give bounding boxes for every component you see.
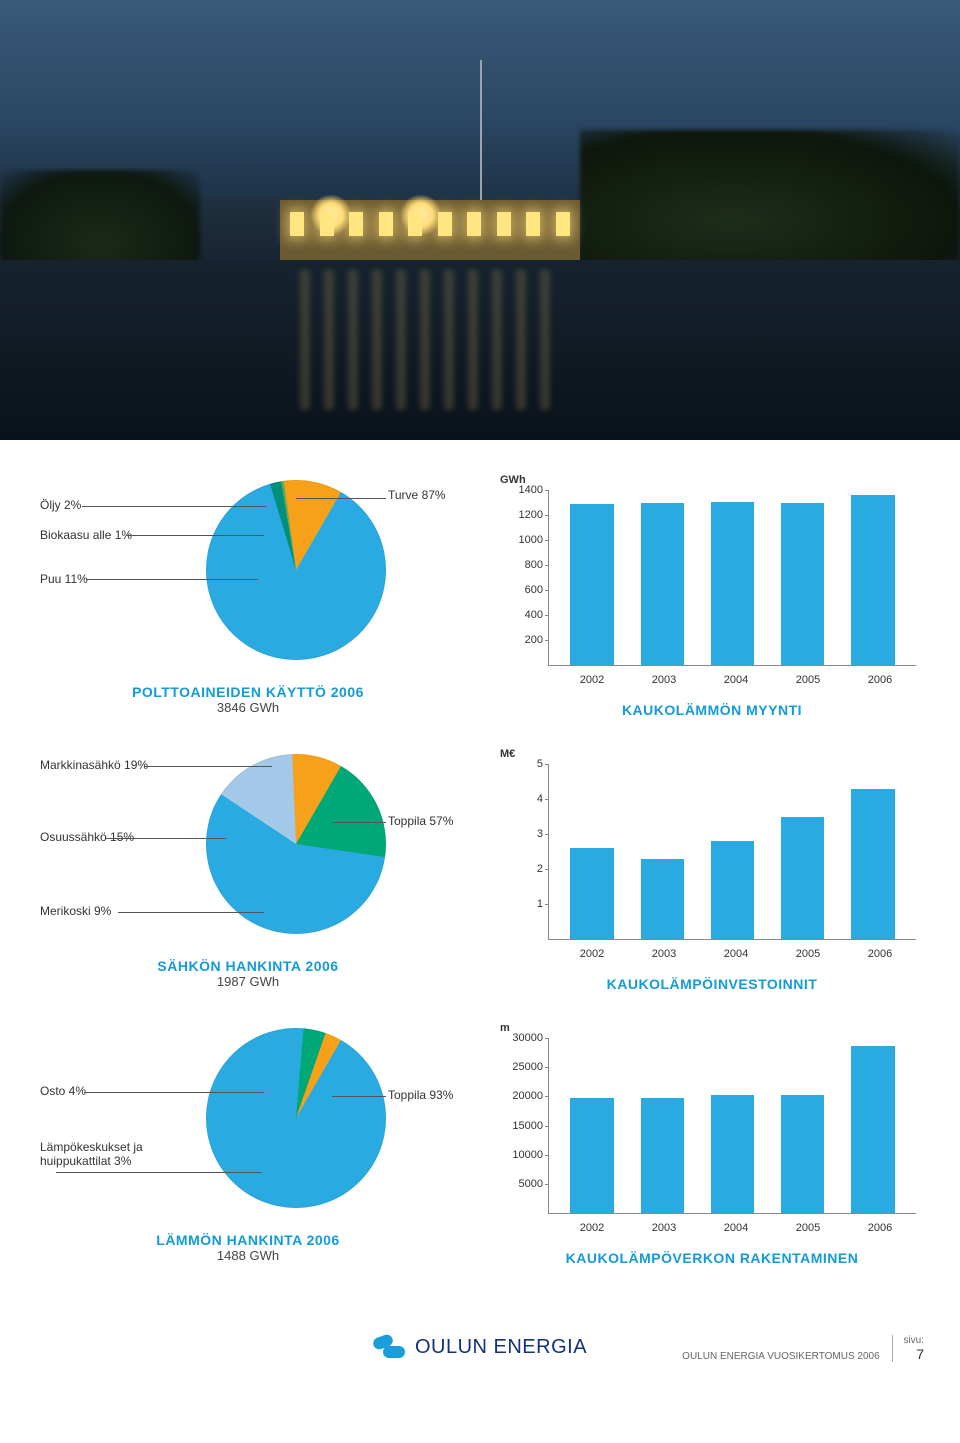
bar-xlabel: 2002 [556,1222,628,1234]
bar-xlabel: 2004 [700,1222,772,1234]
pie-slice-label: Markkinasähkö 19% [40,758,148,772]
bar [781,1095,825,1213]
pie-fuel-title: POLTTOAINEIDEN KÄYTTÖ 2006 [132,684,364,700]
bar-xlabel: 2003 [628,948,700,960]
brand-logo: OULUN ENERGIA [373,1332,587,1362]
bar-ytick: 5 [509,758,543,770]
bar-network-title: KAUKOLÄMPÖVERKON RAKENTAMINEN [500,1250,924,1266]
pie-slice-label: Osuussähkö 15% [40,830,134,844]
bar-invest: M€1234520022003200420052006 [500,754,924,974]
bar-ytick: 200 [509,634,543,646]
bar [570,1098,614,1214]
pie-fuel-sub: 3846 GWh [36,700,460,715]
brand-logo-icon [373,1332,407,1362]
bar-ytick: 10000 [509,1149,543,1161]
bar [711,1095,755,1213]
bar-xlabel: 2005 [772,948,844,960]
bar-ytick: 20000 [509,1090,543,1102]
bar-xlabel: 2004 [700,948,772,960]
bar-ytick: 3 [509,828,543,840]
bar-ytick: 800 [509,559,543,571]
pie-elec-title: SÄHKÖN HANKINTA 2006 [157,958,338,974]
bar-ytick: 30000 [509,1032,543,1044]
bar-invest-title: KAUKOLÄMPÖINVESTOINNIT [500,976,924,992]
pie-slice-label: Öljy 2% [40,498,81,512]
bar [851,495,895,665]
bar-xlabel: 2002 [556,674,628,686]
pie-slice-label: Toppila 93% [388,1088,453,1102]
pie-slice-label: Toppila 57% [388,814,453,828]
pie-fuel: Turve 87% Öljy 2% Biokaasu alle 1% Puu 11% [36,480,460,680]
bar [781,503,825,665]
pie-slice-label: Turve 87% [388,488,446,502]
hero-photo [0,0,960,440]
bar-ytick: 2 [509,863,543,875]
bar [851,789,895,940]
pie-heat-title: LÄMMÖN HANKINTA 2006 [156,1232,339,1248]
bar-ytick: 1000 [509,534,543,546]
bar [641,1098,685,1213]
bar-ytick: 600 [509,584,543,596]
bar-xlabel: 2004 [700,674,772,686]
footer-doc: OULUN ENERGIA VUOSIKERTOMUS 2006 [682,1351,879,1362]
pie-slice-label: Merikoski 9% [40,904,111,918]
bar [570,504,614,665]
pie-slice-label: Puu 11% [40,572,88,586]
bar-ytick: 400 [509,609,543,621]
footer-page-num: 7 [903,1346,924,1362]
bar [641,859,685,940]
pie-slice-label: Lämpökeskukset ja huippukattilat 3% [40,1140,190,1168]
footer: OULUN ENERGIA OULUN ENERGIA VUOSIKERTOMU… [0,1322,960,1380]
bar-sales-title: KAUKOLÄMMÖN MYYNTI [500,702,924,718]
bar-xlabel: 2005 [772,1222,844,1234]
bar-xlabel: 2003 [628,1222,700,1234]
pie-elec-sub: 1987 GWh [36,974,460,989]
bar-ytick: 5000 [509,1178,543,1190]
bar-xlabel: 2006 [844,674,916,686]
bar-ytick: 25000 [509,1061,543,1073]
bar-xlabel: 2006 [844,1222,916,1234]
bar-sales: GWh2004006008001000120014002002200320042… [500,480,924,700]
bar-ytick: 1 [509,898,543,910]
bar-network: m500010000150002000025000300002002200320… [500,1028,924,1248]
pie-heat: Toppila 93% Osto 4% Lämpökeskukset ja huip… [36,1028,460,1228]
brand-logo-text: OULUN ENERGIA [415,1336,587,1359]
bar-ytick: 15000 [509,1120,543,1132]
bar [570,848,614,939]
bar [711,502,755,665]
bar-ytick: 1200 [509,509,543,521]
charts-panel: Turve 87%Öljy 2%Biokaasu alle 1%Puu 11% … [0,440,960,1322]
bar-xlabel: 2006 [844,948,916,960]
footer-page-label: sivu: [903,1335,924,1346]
bar-xlabel: 2002 [556,948,628,960]
pie-heat-sub: 1488 GWh [36,1248,460,1263]
pie-electricity: Markkinasähkö 19% Toppila 57% Osuussähkö 1… [36,754,460,954]
bar [711,841,755,939]
bar-ytick: 4 [509,793,543,805]
pie-slice-label: Osto 4% [40,1084,86,1098]
bar [781,817,825,940]
bar [851,1046,895,1213]
pie-slice-label: Biokaasu alle 1% [40,528,132,542]
bar-xlabel: 2003 [628,674,700,686]
bar-xlabel: 2005 [772,674,844,686]
bar [641,503,685,665]
bar-ytick: 1400 [509,484,543,496]
